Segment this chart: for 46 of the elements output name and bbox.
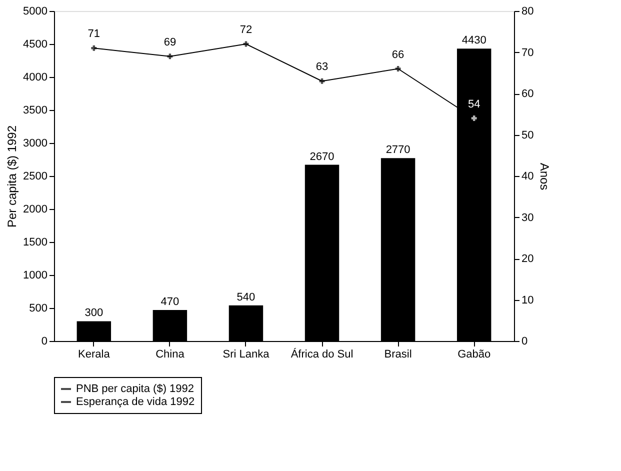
y-tick-label: 1500 (23, 236, 48, 248)
y2-tick-label: 40 (522, 170, 534, 182)
y2-tick-label: 60 (522, 88, 534, 100)
point (91, 45, 97, 51)
x-tick-label: Sri Lanka (222, 348, 270, 360)
data-label: 63 (316, 61, 328, 74)
y2-tick-label: 0 (522, 336, 528, 348)
y-tick-label: 3000 (23, 138, 48, 150)
y-tick-label: 5000 (23, 6, 48, 18)
y-tick-label: 2500 (23, 170, 48, 182)
y-axis-title: Per capita ($) 1992 (5, 125, 20, 228)
data-label: 66 (392, 48, 404, 61)
y-tick-label: 1000 (23, 270, 48, 282)
y-tick-label: 500 (29, 302, 48, 314)
y2-axis-title: Anos (538, 162, 552, 190)
data-label: 71 (88, 28, 100, 40)
x-tick-label: Gabão (458, 348, 491, 360)
point (319, 78, 325, 84)
data-label: 69 (164, 36, 176, 48)
legend-label: PNB per capita ($) 1992 (76, 383, 194, 395)
x-tick-label: China (156, 348, 186, 360)
x-tick-label: África do Sul (290, 348, 354, 360)
data-label: 72 (240, 24, 252, 36)
point (395, 66, 401, 72)
y-tick-label: 0 (41, 336, 48, 348)
x-tick-label: Kerala (78, 348, 111, 360)
y2-tick-label: 50 (522, 129, 534, 142)
legend-label: Esperança de vida 1992 (76, 396, 195, 408)
y-tick-label: 3500 (23, 104, 48, 116)
data-label: 4430 (462, 34, 486, 47)
y2-tick-label: 10 (522, 294, 534, 306)
y2-tick-label: 80 (522, 6, 534, 18)
data-label: 54 (468, 98, 480, 110)
y-tick-label: 4500 (23, 38, 48, 50)
data-label: 300 (84, 307, 104, 320)
data-label: 2770 (386, 144, 410, 156)
y2-tick-label: 70 (522, 46, 534, 59)
y-tick-label: 4000 (23, 72, 48, 84)
point (167, 54, 173, 60)
data-label: 540 (236, 291, 256, 304)
y2-tick-label: 30 (522, 212, 534, 224)
x-tick-label: Brasil (384, 348, 412, 360)
y-tick-label: 2000 (23, 204, 48, 216)
data-label: 470 (160, 296, 180, 308)
data-label: 2670 (310, 150, 334, 163)
y2-tick-label: 20 (522, 253, 534, 265)
